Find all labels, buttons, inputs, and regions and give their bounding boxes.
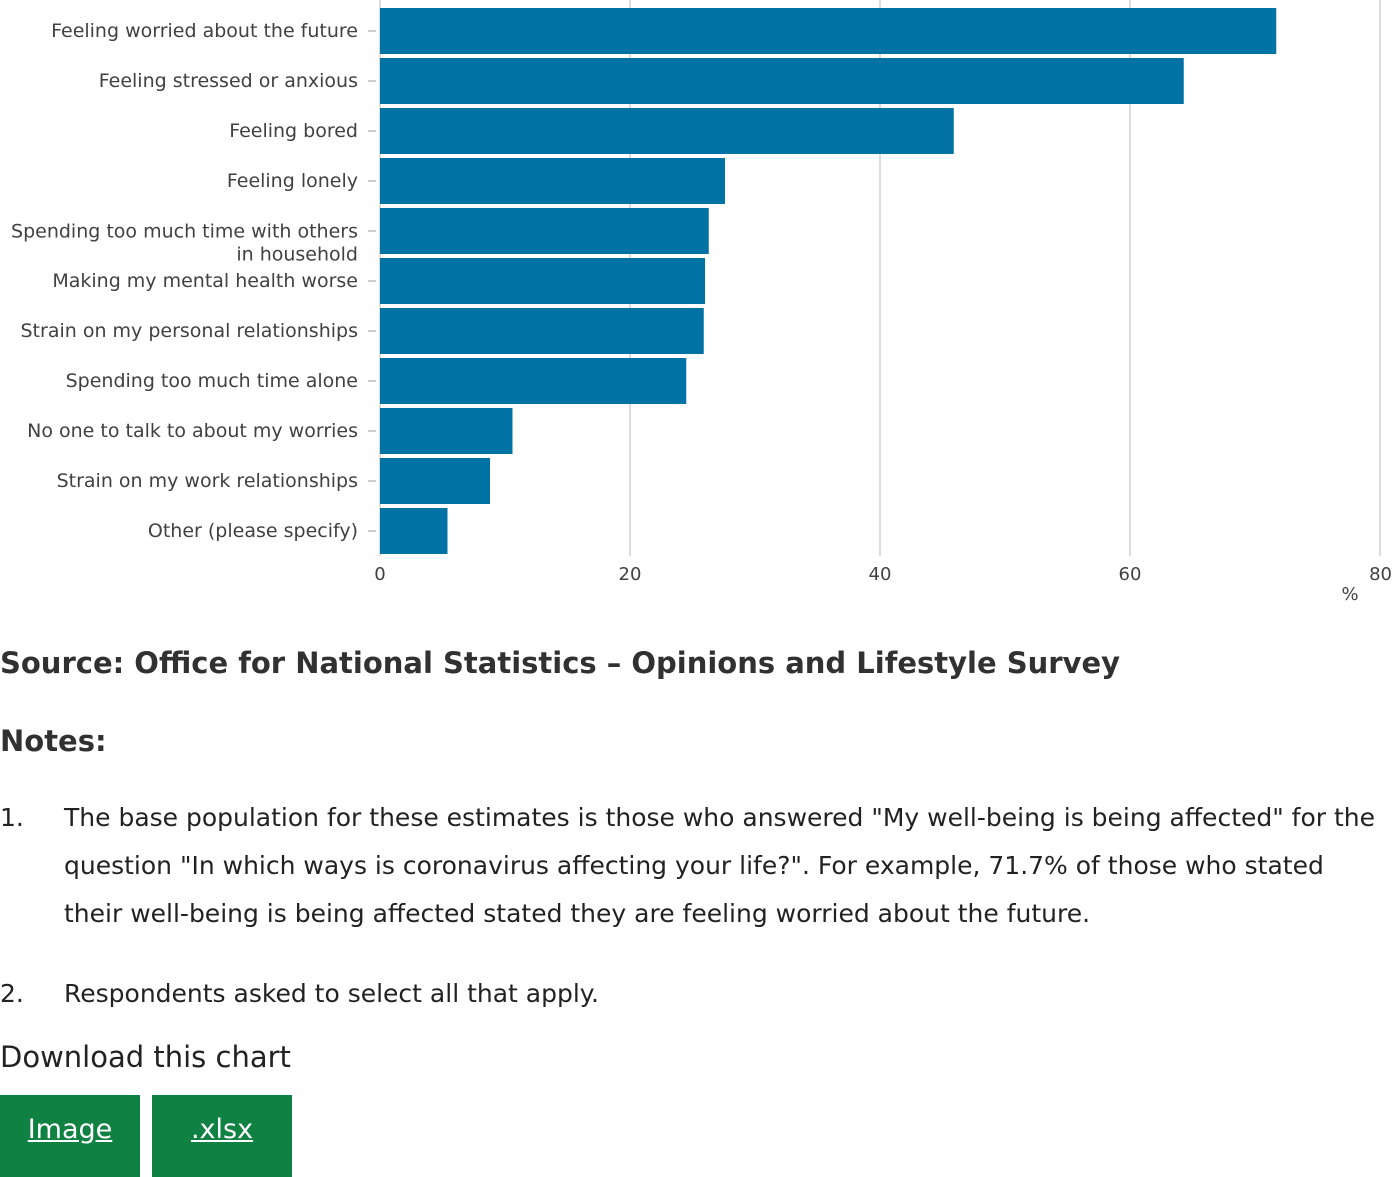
- note-item: 1. The base population for these estimat…: [0, 794, 1385, 938]
- category-label: No one to talk to about my worries: [27, 420, 358, 442]
- category-label: Strain on my work relationships: [57, 470, 358, 492]
- category-label: Feeling bored: [229, 120, 358, 142]
- download-image-button[interactable]: Image: [0, 1095, 140, 1177]
- bar: [380, 358, 687, 404]
- note-text: The base population for these estimates …: [64, 803, 1376, 928]
- x-tick-label: 40: [869, 564, 892, 585]
- category-label: Feeling lonely: [227, 170, 358, 192]
- bar: [380, 208, 709, 254]
- category-label: Feeling worried about the future: [51, 20, 358, 42]
- category-label: Making my mental health worse: [52, 270, 358, 292]
- bar: [380, 258, 705, 304]
- bar: [380, 458, 490, 504]
- category-label: Strain on my personal relationships: [21, 320, 359, 342]
- x-tick-label: 80: [1369, 564, 1392, 585]
- category-label: Other (please specify): [148, 520, 358, 542]
- x-axis-title: %: [1341, 584, 1358, 605]
- x-tick-label: 60: [1119, 564, 1142, 585]
- bar: [380, 508, 448, 554]
- note-number: 2.: [0, 979, 24, 1008]
- bar: [380, 308, 704, 354]
- notes-list: 1. The base population for these estimat…: [0, 794, 1385, 1050]
- x-tick-label: 0: [374, 564, 385, 585]
- notes-heading: Notes:: [0, 724, 107, 758]
- note-text: Respondents asked to select all that app…: [64, 979, 599, 1008]
- bar: [380, 8, 1277, 54]
- download-heading: Download this chart: [0, 1040, 291, 1074]
- bar: [380, 158, 725, 204]
- note-number: 1.: [0, 803, 24, 832]
- download-xlsx-button[interactable]: .xlsx: [152, 1095, 292, 1177]
- category-label: Feeling stressed or anxious: [99, 70, 358, 92]
- chart-source: Source: Office for National Statistics –…: [0, 646, 1121, 680]
- bar: [380, 108, 954, 154]
- bar: [380, 58, 1184, 104]
- bar: [380, 408, 513, 454]
- category-label: Spending too much time with others in hou…: [11, 221, 358, 266]
- bar-chart: Feeling worried about the future Feeling …: [11, 0, 1392, 605]
- x-tick-label: 20: [619, 564, 642, 585]
- note-item: 2. Respondents asked to select all that …: [0, 970, 1385, 1018]
- category-label: Spending too much time alone: [66, 370, 358, 392]
